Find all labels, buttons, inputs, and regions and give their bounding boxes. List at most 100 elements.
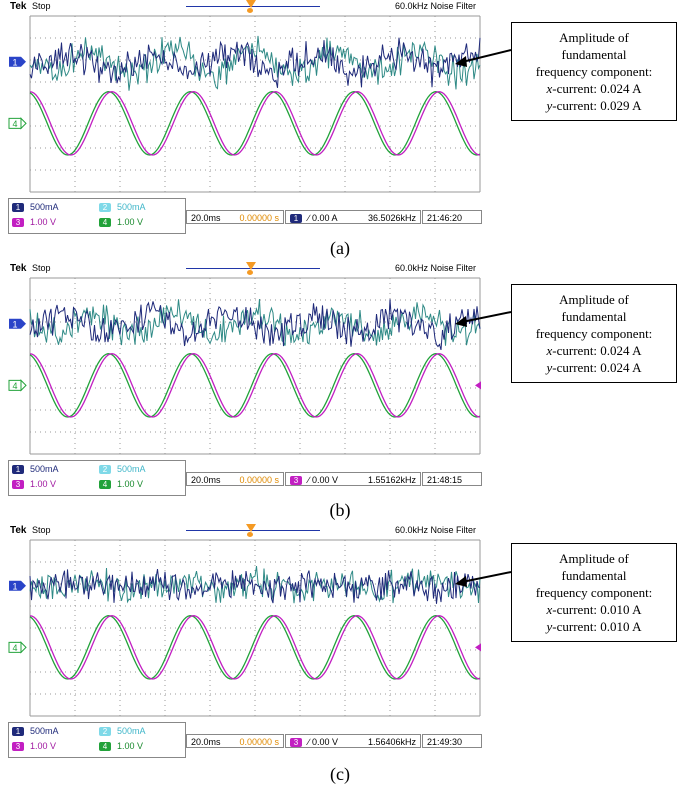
ch1-marker-label: 1 — [12, 57, 17, 67]
timebase-value: 20.0ms — [191, 213, 221, 223]
x-value: -current: 0.024 A — [552, 81, 642, 96]
ch3-badge: 3 — [12, 742, 24, 752]
ch1-scale-label: 500mA — [30, 726, 59, 736]
callout-line-3: frequency component: — [535, 585, 653, 600]
scope-status-bar: 1 500mA 2 500mA 3 1.00 V 4 1.00 V 20.0ms 0.00… — [8, 720, 482, 758]
panel-caption: (a) — [330, 238, 350, 258]
ch2-scale-label: 500mA — [117, 726, 146, 736]
acquisition-state: Stop — [32, 525, 51, 535]
panel-caption: (b) — [329, 500, 351, 520]
y-prefix: y — [546, 360, 553, 375]
ch3-voltage-trace — [29, 91, 481, 156]
ch1-scale-label: 500mA — [30, 464, 59, 474]
trigger-level: ∕ 0.00 A — [308, 213, 338, 223]
callout-x-current: x-current: 0.024 A — [516, 342, 672, 359]
callout-line-3: frequency component: — [535, 326, 653, 341]
ch4-marker-label: 4 — [12, 643, 17, 653]
ch1-ground-marker: 1 — [9, 580, 26, 591]
ch4-scale-label: 1.00 V — [117, 741, 144, 751]
ch4-ground-marker: 4 — [8, 117, 27, 130]
scope-top-bar: Tek Stop 60.0kHz Noise Filter — [8, 262, 482, 275]
y-current-trace — [29, 299, 481, 346]
waveform-screen: 14 — [8, 14, 482, 194]
ch3-badge: 3 — [12, 480, 24, 490]
timebase-value: 20.0ms — [191, 737, 221, 747]
amplitude-callout: Amplitude of fundamental frequency compo… — [511, 543, 677, 642]
y-value: -current: 0.024 A — [552, 360, 642, 375]
x-current-trace — [29, 299, 481, 351]
ch1-ground-marker: 1 — [9, 318, 26, 329]
callout-line-1: Amplitude of — [559, 292, 629, 307]
frequency-readout: 1.55162kHz — [367, 475, 416, 485]
ch4-badge: 4 — [99, 742, 111, 752]
callout-x-current: x-current: 0.024 A — [516, 80, 672, 97]
amplitude-callout: Amplitude of fundamental frequency compo… — [511, 22, 677, 121]
amplitude-callout: Amplitude of fundamental frequency compo… — [511, 284, 677, 383]
callout-line-1: Amplitude of — [559, 30, 629, 45]
ch2-badge: 2 — [99, 203, 111, 213]
y-prefix: y — [546, 619, 553, 634]
ch2-scale: 2 500mA — [99, 463, 146, 476]
callout-line-1: Amplitude of — [559, 551, 629, 566]
ch4-ground-marker: 4 — [8, 379, 27, 392]
ch4-scale: 4 1.00 V — [99, 216, 143, 229]
ch1-badge: 1 — [12, 727, 24, 737]
ch4-scale: 4 1.00 V — [99, 478, 143, 491]
ch4-scale-label: 1.00 V — [117, 217, 144, 227]
ch4-voltage-trace — [29, 615, 481, 680]
trigger-box: 3 ∕ 0.00 V 1.55162kHz — [285, 472, 421, 486]
trigger-source-badge: 3 — [290, 476, 302, 486]
ch3-scale: 3 1.00 V — [12, 216, 56, 229]
x-prefix: x — [546, 602, 553, 617]
ch1-marker-label: 1 — [12, 319, 17, 329]
ch2-scale: 2 500mA — [99, 725, 146, 738]
ch2-badge: 2 — [99, 727, 111, 737]
brand-label: Tek — [10, 525, 27, 536]
ch4-ground-marker: 4 — [8, 641, 27, 654]
timebase-box: 20.0ms 0.00000 s — [186, 472, 284, 486]
clock-readout: 21:48:15 — [427, 475, 463, 485]
ch4-voltage-trace — [29, 353, 481, 418]
callout-y-current: y-current: 0.024 A — [516, 359, 672, 376]
timebase-box: 20.0ms 0.00000 s — [186, 210, 284, 224]
ch2-scale: 2 500mA — [99, 201, 146, 214]
waveform-screen: 14 — [8, 538, 482, 718]
frequency-readout: 1.56406kHz — [367, 737, 416, 747]
trigger-position-dot — [247, 8, 253, 13]
ch1-badge: 1 — [12, 203, 24, 213]
timebase-box: 20.0ms 0.00000 s — [186, 734, 284, 748]
ch4-badge: 4 — [99, 218, 111, 228]
horizontal-position: 0.00000 s — [239, 475, 279, 485]
ch1-scale: 1 500mA — [12, 725, 59, 738]
ch3-offscreen-marker — [475, 381, 481, 390]
x-value: -current: 0.024 A — [552, 343, 642, 358]
ch1-scale-label: 500mA — [30, 202, 59, 212]
callout-arrow — [455, 571, 512, 587]
channel-scale-box: 1 500mA 2 500mA 3 1.00 V 4 1.00 V — [8, 460, 186, 496]
ch2-scale-label: 500mA — [117, 202, 146, 212]
clock-readout: 21:46:20 — [427, 213, 463, 223]
ch3-scale-label: 1.00 V — [30, 217, 57, 227]
callout-y-current: y-current: 0.029 A — [516, 97, 672, 114]
trigger-position-marker — [246, 262, 256, 270]
brand-label: Tek — [10, 263, 27, 274]
callout-line-2: fundamental — [561, 309, 627, 324]
y-value: -current: 0.029 A — [552, 98, 642, 113]
trigger-source-badge: 1 — [290, 214, 302, 224]
noise-filter-label: 60.0kHz Noise Filter — [394, 1, 476, 11]
callout-y-current: y-current: 0.010 A — [516, 618, 672, 635]
ch4-marker-label: 4 — [12, 119, 17, 129]
trigger-position-dot — [247, 270, 253, 275]
panel-caption: (c) — [330, 764, 350, 784]
ch4-scale: 4 1.00 V — [99, 740, 143, 753]
scope-top-bar: Tek Stop 60.0kHz Noise Filter — [8, 0, 482, 13]
clock-box: 21:48:15 — [422, 472, 482, 486]
oscilloscope-screenshot: Tek Stop 60.0kHz Noise Filter 1 4 1 500mA … — [8, 262, 482, 497]
ch3-offscreen-marker — [475, 643, 481, 652]
ch3-scale-label: 1.00 V — [30, 741, 57, 751]
scope-top-bar: Tek Stop 60.0kHz Noise Filter — [8, 524, 482, 537]
